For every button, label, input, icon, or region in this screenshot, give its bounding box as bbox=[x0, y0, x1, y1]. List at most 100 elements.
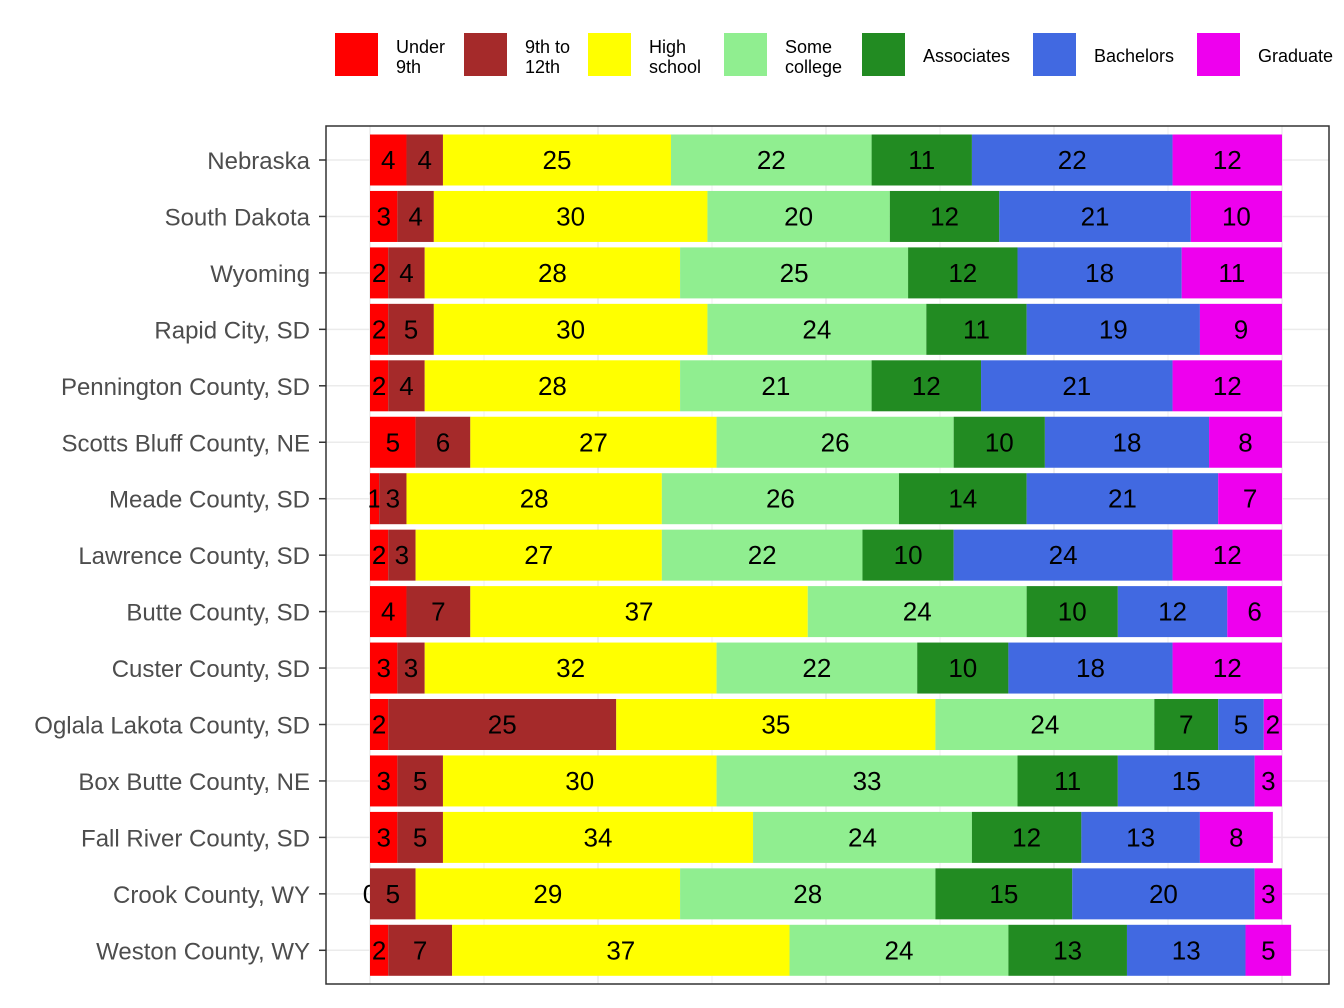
bar-segment-graduate bbox=[1190, 190, 1282, 242]
bar-segment-associates bbox=[917, 642, 1009, 694]
bar-segment-some-college bbox=[807, 586, 1027, 638]
data-label: 35 bbox=[761, 710, 790, 740]
bar-segment-high-school bbox=[424, 642, 717, 694]
bar-segment-high-school bbox=[470, 586, 808, 638]
bar-row-fall-river-county-sd: 3 5 34 24 12 13 8 bbox=[370, 811, 1273, 863]
data-label: 29 bbox=[533, 879, 562, 909]
bar-segment-associates bbox=[898, 473, 1027, 525]
bar-segment-9th-to-12th bbox=[397, 642, 425, 694]
data-label: 24 bbox=[848, 822, 877, 852]
bar-segment-9th-to-12th bbox=[388, 699, 617, 750]
bar-segment-graduate bbox=[1245, 924, 1292, 976]
data-label: 2 bbox=[372, 258, 386, 288]
data-label: 37 bbox=[606, 935, 635, 965]
data-label: 3 bbox=[1261, 766, 1275, 796]
y-tick-label: Pennington County, SD bbox=[61, 374, 310, 401]
data-label: 4 bbox=[381, 145, 395, 175]
legend-label: Some bbox=[785, 37, 832, 57]
bar-row-butte-county-sd: 4 7 37 24 10 12 6 bbox=[370, 586, 1282, 638]
bar-segment-associates bbox=[871, 360, 982, 412]
bar-segment-high-school bbox=[616, 699, 936, 750]
bar-segment-graduate bbox=[1199, 811, 1273, 863]
data-label: 11 bbox=[963, 314, 990, 344]
data-label: 20 bbox=[784, 201, 813, 231]
data-label: 18 bbox=[1085, 258, 1114, 288]
data-label: 12 bbox=[1213, 145, 1242, 175]
bar-segment-some-college bbox=[716, 755, 1018, 807]
bars: 4 4 25 22 11 22 123 4 30 20 12 21 102 4 28 25 12 18 112 5 30… bbox=[363, 134, 1292, 976]
data-label: 24 bbox=[1049, 540, 1078, 570]
bar-segment-associates bbox=[889, 190, 1000, 242]
data-label: 13 bbox=[1172, 935, 1201, 965]
data-label: 5 bbox=[404, 314, 418, 344]
legend-key bbox=[335, 33, 378, 76]
data-label: 30 bbox=[556, 314, 585, 344]
data-label: 12 bbox=[930, 201, 959, 231]
bar-segment-9th-to-12th bbox=[406, 134, 443, 186]
data-label: 37 bbox=[625, 597, 654, 627]
bar-segment-associates bbox=[1017, 755, 1118, 807]
plot-area: 4 4 25 22 11 22 123 4 30 20 12 21 102 4 28 25 12 18 112 5 30… bbox=[325, 125, 1330, 985]
bar-segment-graduate bbox=[1172, 134, 1282, 186]
bar-segment-bachelors bbox=[953, 529, 1173, 581]
data-label: 25 bbox=[780, 258, 809, 288]
bar-segment-graduate bbox=[1209, 416, 1282, 468]
bar-segment-bachelors bbox=[1072, 868, 1255, 920]
y-tick-label: Scotts Bluff County, NE bbox=[61, 430, 310, 457]
data-label: 3 bbox=[395, 540, 409, 570]
data-label: 5 bbox=[1234, 710, 1248, 740]
bar-segment-9th-to-12th bbox=[397, 755, 443, 807]
bar-segment-bachelors bbox=[1117, 586, 1228, 638]
data-label: 3 bbox=[404, 653, 418, 683]
bar-segment-high-school bbox=[470, 416, 717, 468]
data-label: 25 bbox=[542, 145, 571, 175]
bar-segment-under-9th bbox=[370, 473, 380, 525]
bar-segment-9th-to-12th bbox=[388, 247, 425, 299]
bar-segment-9th-to-12th bbox=[388, 360, 425, 412]
data-label: 5 bbox=[386, 427, 400, 457]
data-label: 5 bbox=[1261, 935, 1275, 965]
legend-item-bachelors: Bachelors bbox=[1033, 33, 1174, 76]
legend-label: Associates bbox=[923, 46, 1010, 66]
data-label: 4 bbox=[399, 258, 413, 288]
data-label: 33 bbox=[853, 766, 882, 796]
bar-segment-graduate bbox=[1199, 303, 1282, 355]
data-label: 21 bbox=[761, 371, 790, 401]
data-label: 2 bbox=[372, 314, 386, 344]
data-label: 12 bbox=[1213, 371, 1242, 401]
bar-segment-under-9th bbox=[370, 755, 398, 807]
bar-segment-associates bbox=[1008, 924, 1127, 976]
data-label: 5 bbox=[413, 822, 427, 852]
bar-segment-some-college bbox=[707, 303, 927, 355]
bar-segment-bachelors bbox=[981, 360, 1173, 412]
data-label: 11 bbox=[1218, 258, 1245, 288]
bar-segment-graduate bbox=[1254, 755, 1282, 807]
bar-segment-associates bbox=[926, 303, 1027, 355]
bar-segment-associates bbox=[1026, 586, 1118, 638]
y-tick-label: Oglala Lakota County, SD bbox=[34, 713, 310, 740]
y-tick-label: Custer County, SD bbox=[112, 656, 310, 683]
data-label: 34 bbox=[584, 822, 613, 852]
bar-segment-9th-to-12th bbox=[388, 924, 453, 976]
y-tick-label: Box Butte County, NE bbox=[78, 769, 310, 796]
bar-segment-high-school bbox=[433, 303, 708, 355]
data-label: 22 bbox=[748, 540, 777, 570]
data-label: 27 bbox=[524, 540, 553, 570]
data-label: 3 bbox=[376, 201, 390, 231]
data-label: 21 bbox=[1062, 371, 1091, 401]
bar-segment-graduate bbox=[1254, 868, 1282, 920]
data-label: 21 bbox=[1081, 201, 1110, 231]
data-label: 12 bbox=[1213, 540, 1242, 570]
y-axis: Nebraska South Dakota Wyoming Rapid City, S… bbox=[34, 148, 326, 965]
data-label: 3 bbox=[376, 822, 390, 852]
bar-row-wyoming: 2 4 28 25 12 18 11 bbox=[370, 247, 1282, 299]
legend-key bbox=[588, 33, 631, 76]
data-label: 6 bbox=[1247, 597, 1261, 627]
bar-segment-under-9th bbox=[370, 529, 389, 581]
y-tick-label: Crook County, WY bbox=[113, 882, 310, 909]
data-label: 7 bbox=[1243, 484, 1257, 514]
